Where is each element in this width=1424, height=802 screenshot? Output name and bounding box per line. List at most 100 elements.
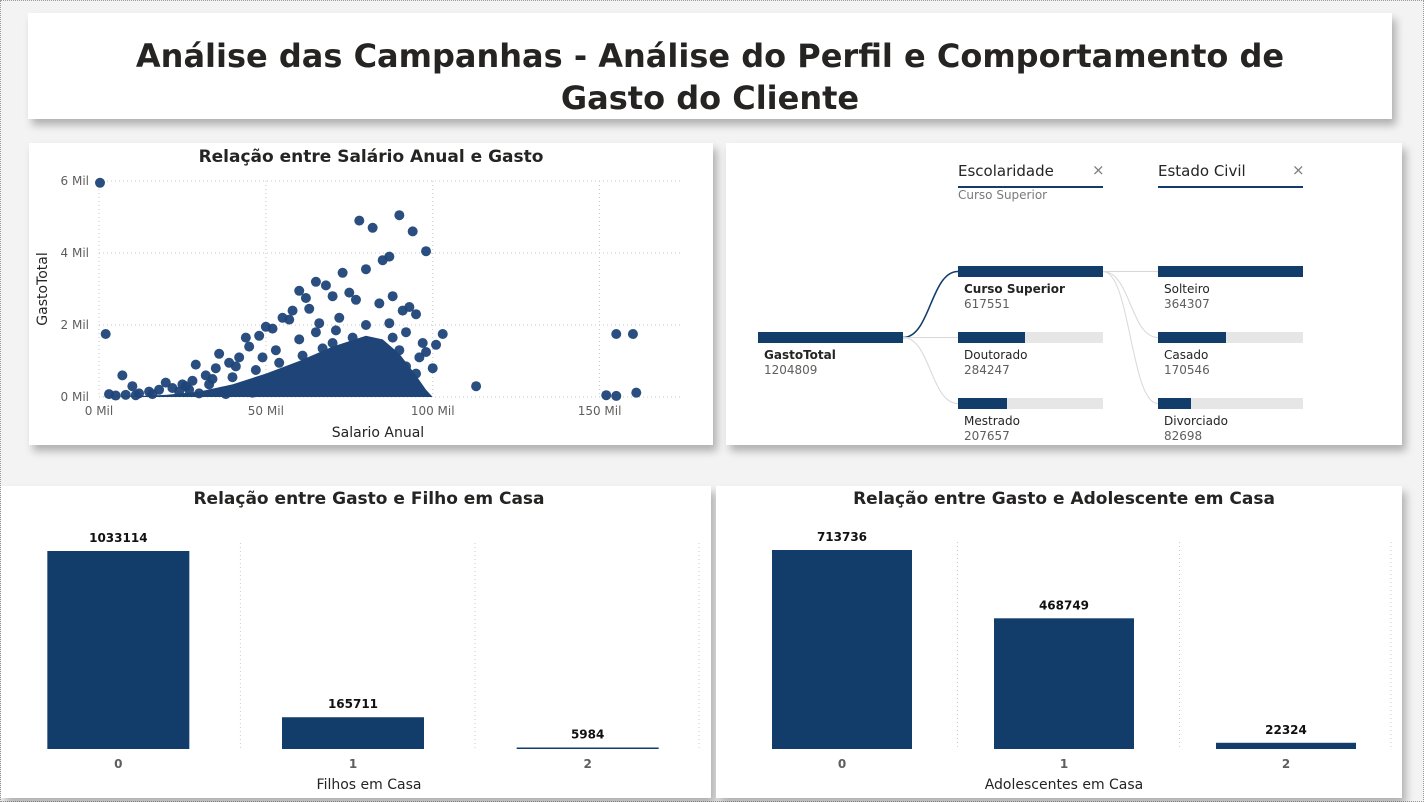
scatter-point[interactable] <box>320 280 331 291</box>
scatter-point[interactable] <box>394 210 405 221</box>
scatter-point[interactable] <box>347 332 358 343</box>
bar-chart-filhos-card[interactable]: Relação entre Gasto e Filho em Casa Filh… <box>1 486 711 798</box>
scatter-point[interactable] <box>421 347 432 357</box>
scatter-point[interactable] <box>294 285 305 296</box>
scatter-points[interactable] <box>95 177 642 401</box>
scatter-point[interactable] <box>310 276 321 287</box>
scatter-chart[interactable]: Relação entre Salário Anual e Gasto 0 Mi… <box>29 143 713 445</box>
scatter-point[interactable] <box>180 381 191 392</box>
scatter-point[interactable] <box>297 350 308 361</box>
scatter-point[interactable] <box>284 314 295 325</box>
scatter-point[interactable] <box>394 345 405 356</box>
scatter-point[interactable] <box>391 354 402 365</box>
scatter-point[interactable] <box>611 329 622 339</box>
scatter-point[interactable] <box>160 377 171 388</box>
scatter-point[interactable] <box>247 387 258 398</box>
scatter-point[interactable] <box>421 246 432 257</box>
scatter-point[interactable] <box>334 375 345 386</box>
scatter-point[interactable] <box>307 381 318 392</box>
scatter-point[interactable] <box>384 318 395 329</box>
bar[interactable] <box>282 717 424 749</box>
bar[interactable] <box>994 618 1134 749</box>
scatter-point[interactable] <box>404 302 415 312</box>
scatter-point[interactable] <box>471 381 482 392</box>
tree-header-escolaridade[interactable]: Escolaridade × <box>958 161 1105 188</box>
scatter-point[interactable] <box>370 370 381 381</box>
scatter-point[interactable] <box>404 374 415 384</box>
scatter-point[interactable] <box>264 379 275 390</box>
bar[interactable] <box>772 550 912 749</box>
scatter-point[interactable] <box>214 348 225 359</box>
scatter-point[interactable] <box>384 377 395 388</box>
bar[interactable] <box>1216 742 1356 749</box>
scatter-point[interactable] <box>337 267 348 278</box>
scatter-point[interactable] <box>300 293 311 303</box>
tree-header-estado-civil[interactable]: Estado Civil × <box>1158 161 1305 188</box>
scatter-point[interactable] <box>104 389 115 400</box>
scatter-point[interactable] <box>257 352 268 363</box>
scatter-point[interactable] <box>340 354 351 365</box>
bar[interactable] <box>516 747 659 750</box>
scatter-point[interactable] <box>314 318 325 329</box>
scatter-point[interactable] <box>374 298 385 309</box>
scatter-point[interactable] <box>280 384 291 395</box>
scatter-point[interactable] <box>240 332 251 343</box>
scatter-point[interactable] <box>377 255 388 266</box>
scatter-point[interactable] <box>294 334 305 345</box>
scatter-point[interactable] <box>130 390 141 401</box>
scatter-point[interactable] <box>417 338 428 348</box>
scatter-point[interactable] <box>227 372 238 383</box>
scatter-point[interactable] <box>310 327 321 338</box>
scatter-point[interactable] <box>234 352 245 363</box>
bar-chart-adolescentes-card[interactable]: Relação entre Gasto e Adolescente em Cas… <box>716 486 1402 798</box>
scatter-point[interactable] <box>380 347 391 357</box>
decomposition-tree-card[interactable]: Escolaridade × Curso Superior Estado Civ… <box>726 143 1402 445</box>
scatter-point[interactable] <box>411 309 422 320</box>
scatter-point[interactable] <box>387 332 398 343</box>
scatter-point[interactable] <box>367 383 378 393</box>
scatter-point[interactable] <box>414 352 425 363</box>
scatter-point[interactable] <box>344 345 355 356</box>
scatter-point[interactable] <box>95 177 106 188</box>
scatter-point[interactable] <box>187 375 198 386</box>
scatter-point[interactable] <box>147 389 158 400</box>
scatter-point[interactable] <box>190 359 201 370</box>
scatter-point[interactable] <box>250 365 261 375</box>
close-icon[interactable]: × <box>1292 161 1305 179</box>
scatter-point[interactable] <box>350 294 361 305</box>
scatter-point[interactable] <box>194 388 205 399</box>
scatter-point[interactable] <box>330 325 341 336</box>
scatter-point[interactable] <box>327 291 338 302</box>
close-icon[interactable]: × <box>1092 161 1105 179</box>
scatter-point[interactable] <box>117 370 128 381</box>
scatter-point[interactable] <box>304 303 315 314</box>
scatter-point[interactable] <box>254 330 265 341</box>
bar-chart-filhos[interactable]: Relação entre Gasto e Filho em Casa Filh… <box>1 486 711 798</box>
scatter-point[interactable] <box>287 305 298 316</box>
scatter-point[interactable] <box>300 359 311 370</box>
scatter-point[interactable] <box>324 368 335 379</box>
scatter-chart-card[interactable]: Relação entre Salário Anual e Gasto 0 Mi… <box>29 143 713 445</box>
scatter-point[interactable] <box>317 343 328 354</box>
scatter-point[interactable] <box>350 381 361 392</box>
scatter-point[interactable] <box>387 291 398 302</box>
bar-chart-adolescentes[interactable]: Relação entre Gasto e Adolescente em Cas… <box>716 486 1402 798</box>
scatter-point[interactable] <box>360 264 371 275</box>
scatter-point[interactable] <box>360 350 371 361</box>
bar[interactable] <box>47 551 190 749</box>
scatter-point[interactable] <box>627 329 638 339</box>
scatter-point[interactable] <box>174 386 185 397</box>
scatter-point[interactable] <box>601 390 612 401</box>
scatter-point[interactable] <box>401 361 412 372</box>
scatter-point[interactable] <box>260 321 271 332</box>
scatter-point[interactable] <box>327 338 338 348</box>
scatter-point[interactable] <box>431 339 442 350</box>
scatter-point[interactable] <box>210 363 221 374</box>
scatter-point[interactable] <box>437 329 448 339</box>
scatter-point[interactable] <box>287 365 298 375</box>
scatter-point[interactable] <box>377 357 388 368</box>
scatter-point[interactable] <box>407 226 418 237</box>
scatter-point[interactable] <box>127 381 138 392</box>
scatter-point[interactable] <box>411 368 422 379</box>
scatter-point[interactable] <box>120 389 131 400</box>
